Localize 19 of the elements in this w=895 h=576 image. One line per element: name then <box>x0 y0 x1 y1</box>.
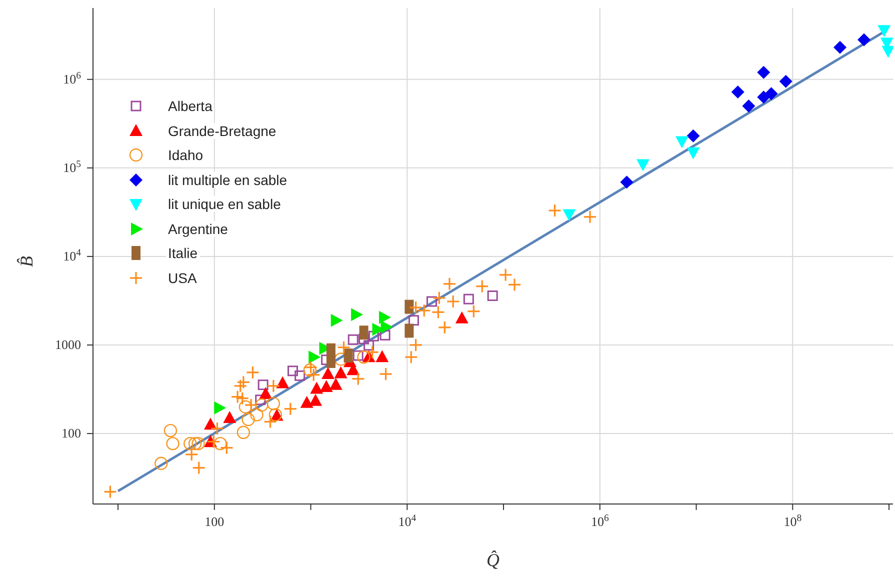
x-tick-label: 10$^{4}$ <box>398 512 416 529</box>
legend-label: lit multiple en sable <box>166 172 290 188</box>
y-axis-title: B̂ <box>16 256 36 267</box>
legend-label: USA <box>166 270 199 286</box>
legend-label: lit unique en sable <box>166 196 283 212</box>
y-tick-label: 1000 <box>55 336 81 352</box>
y-tick-label: 100 <box>62 426 81 441</box>
legend-label: Alberta <box>166 98 214 114</box>
legend-label: Grande-Bretagne <box>166 122 278 139</box>
legend-label: Argentine <box>166 220 230 237</box>
legend-label: Idaho <box>166 147 206 164</box>
x-axis-title: Q̂ <box>486 550 500 570</box>
x-tick-label: 10$^{6}$ <box>590 512 609 529</box>
x-tick-label: 100 <box>204 514 224 529</box>
y-tick-label: 10$^{6}$ <box>63 70 82 86</box>
y-tick-label: 10$^{4}$ <box>63 246 82 264</box>
y-tick-label: 10$^{5}$ <box>63 158 82 175</box>
x-tick-label: 10$^{8}$ <box>784 512 802 529</box>
legend-label: Italie <box>166 245 200 262</box>
